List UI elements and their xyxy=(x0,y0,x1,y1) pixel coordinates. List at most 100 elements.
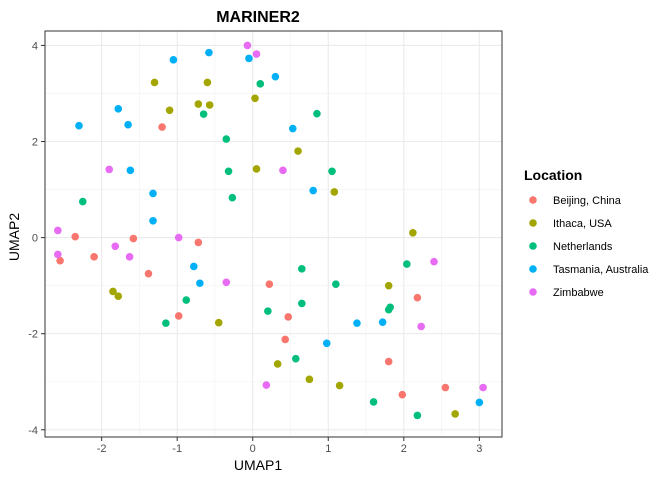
legend-key xyxy=(529,288,537,296)
data-point xyxy=(114,105,123,113)
data-point xyxy=(78,197,87,206)
data-point xyxy=(328,167,336,176)
data-point xyxy=(222,278,231,287)
data-point xyxy=(475,398,484,407)
data-point xyxy=(298,299,306,308)
data-point xyxy=(409,228,417,237)
data-point xyxy=(256,80,265,88)
data-point xyxy=(271,72,280,81)
data-point xyxy=(398,390,407,399)
legend-label: Zimbabwe xyxy=(553,287,604,299)
y-tick-label: -2 xyxy=(28,329,38,341)
data-point xyxy=(479,383,487,392)
data-point xyxy=(430,257,438,266)
x-tick-label: 3 xyxy=(476,443,482,455)
x-axis: -2 -1 0 1 2 3 xyxy=(97,437,482,455)
data-point xyxy=(165,106,174,115)
data-point xyxy=(205,48,213,57)
legend: Location Beijing, China Ithaca, USA Nether… xyxy=(524,167,649,299)
data-point xyxy=(109,287,117,296)
panel-border xyxy=(44,30,503,438)
data-point xyxy=(262,381,271,389)
data-point xyxy=(222,135,231,143)
data-point xyxy=(194,238,203,247)
legend-label: Ithaca, USA xyxy=(553,218,612,230)
legend-key xyxy=(529,265,537,273)
y-tick-label: -4 xyxy=(28,425,38,437)
data-point xyxy=(194,100,203,108)
data-point xyxy=(291,354,300,363)
data-point xyxy=(384,357,393,366)
data-point xyxy=(281,335,290,344)
data-point xyxy=(174,233,183,242)
data-point xyxy=(264,307,272,315)
x-tick-label: -2 xyxy=(97,443,107,455)
x-tick-label: -1 xyxy=(172,443,182,455)
data-point xyxy=(413,293,422,302)
data-point xyxy=(353,319,361,327)
data-point xyxy=(111,242,120,251)
data-point xyxy=(265,280,274,289)
data-point xyxy=(294,147,302,155)
data-point xyxy=(224,167,233,176)
data-point xyxy=(162,319,170,327)
data-point xyxy=(384,305,393,314)
data-point xyxy=(335,381,344,390)
x-tick-label: 2 xyxy=(401,443,407,455)
chart-title: MARINER2 xyxy=(216,9,300,26)
data-point xyxy=(451,410,459,418)
y-tick-label: 4 xyxy=(32,40,38,52)
data-point xyxy=(205,101,214,109)
y-tick-label: 0 xyxy=(32,233,38,245)
data-point xyxy=(182,296,191,304)
data-point xyxy=(203,78,212,87)
data-point xyxy=(149,189,157,198)
data-point xyxy=(158,123,166,131)
legend-label: Tasmania, Australia xyxy=(553,264,649,276)
data-point xyxy=(169,56,178,64)
legend-key xyxy=(529,219,537,227)
legend-key xyxy=(529,196,537,204)
data-point xyxy=(129,234,138,243)
data-point xyxy=(284,313,293,321)
legend-label: Netherlands xyxy=(553,241,613,253)
data-point xyxy=(251,94,259,103)
data-point xyxy=(441,383,450,392)
data-point xyxy=(252,165,261,173)
data-point xyxy=(144,269,153,278)
data-point xyxy=(75,121,83,130)
x-tick-label: 1 xyxy=(325,443,331,455)
data-point xyxy=(71,232,80,241)
data-point xyxy=(228,193,237,202)
data-point xyxy=(190,262,198,271)
data-point xyxy=(126,166,135,175)
data-point xyxy=(309,186,317,195)
y-axis: -4 -2 0 2 4 xyxy=(28,40,45,437)
data-point xyxy=(330,188,339,196)
data-point xyxy=(174,312,183,320)
data-point xyxy=(114,292,123,301)
data-point xyxy=(243,41,252,50)
data-point xyxy=(56,256,64,265)
data-point xyxy=(105,165,114,174)
data-point xyxy=(149,216,157,225)
data-point xyxy=(288,124,297,133)
data-point xyxy=(196,279,204,288)
y-axis-title: UMAP2 xyxy=(6,213,22,261)
data-point xyxy=(150,78,159,87)
data-point xyxy=(332,280,340,289)
data-point xyxy=(245,54,253,63)
data-point xyxy=(54,226,62,235)
data-point xyxy=(413,411,422,420)
data-point xyxy=(313,109,321,118)
data-point xyxy=(90,253,98,261)
data-point xyxy=(279,166,287,175)
data-point xyxy=(305,375,314,384)
data-point xyxy=(322,339,331,348)
data-point xyxy=(199,110,208,118)
legend-title: Location xyxy=(524,167,582,183)
x-axis-title: UMAP1 xyxy=(234,457,282,473)
y-tick-label: 2 xyxy=(32,137,38,149)
